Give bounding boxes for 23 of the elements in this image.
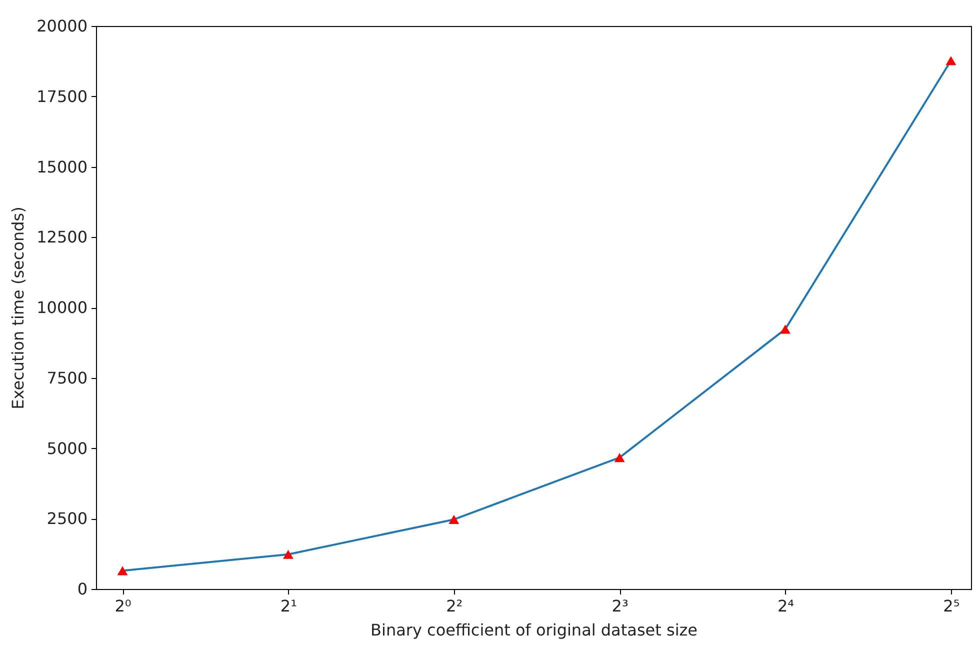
point [282, 550, 294, 559]
x-tick-label: 2¹ [280, 596, 297, 616]
y-tick-label: 5000 [46, 438, 88, 458]
point [117, 566, 128, 576]
y-tick-label: 20000 [36, 16, 88, 36]
x-tick-label: 2⁰ [114, 596, 132, 616]
x-tick-label: 2³ [612, 596, 628, 616]
y-tick-label: 2500 [46, 509, 88, 528]
y-tick-label: 7500 [46, 368, 88, 388]
point [448, 514, 460, 524]
y-tick-label: 15000 [36, 157, 88, 176]
y-axis-title: Execution time (seconds) [8, 206, 28, 410]
point [946, 56, 956, 66]
x-axis-title: Binary coefficient of original dataset size [370, 620, 698, 640]
x-tick-label: 2⁴ [777, 596, 794, 616]
y-tick-label: 0 [77, 580, 88, 598]
x-tick-label: 2⁵ [943, 596, 960, 616]
point [780, 324, 791, 334]
y-tick-label: 17500 [36, 86, 88, 106]
y-tick-label: 12500 [36, 228, 88, 247]
y-tick-label: 10000 [36, 298, 88, 317]
point [614, 453, 625, 462]
x-tick-label: 2² [446, 596, 463, 616]
